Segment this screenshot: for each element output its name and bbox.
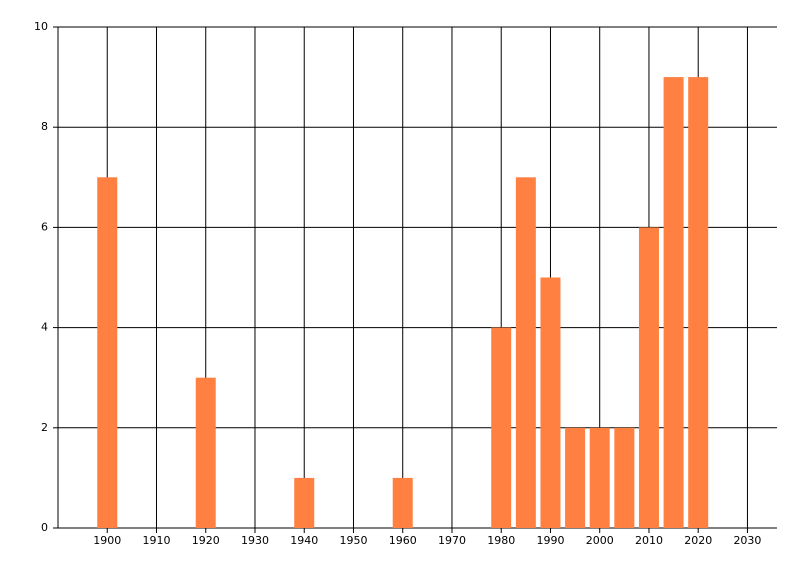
x-tick-label: 1990 [536,534,564,547]
bar [515,177,536,529]
y-tick-label: 2 [41,421,48,434]
y-tick-label: 0 [41,521,48,534]
bar [195,377,216,528]
bar [638,227,659,528]
bar [491,327,512,528]
x-tick-label: 2010 [635,534,663,547]
x-tick-label: 1950 [339,534,367,547]
x-tick-label: 2030 [733,534,761,547]
x-tick-label: 1980 [487,534,515,547]
x-tick-label: 2020 [684,534,712,547]
y-tick-label: 6 [41,220,48,233]
x-tick-label: 1910 [142,534,170,547]
bar [614,427,635,528]
x-tick-label: 1960 [389,534,417,547]
x-tick-label: 2000 [586,534,614,547]
y-tick-label: 10 [34,20,48,33]
y-tick-label: 8 [41,120,48,133]
bar [589,427,610,528]
x-tick-label: 1930 [241,534,269,547]
x-tick-label: 1900 [93,534,121,547]
bar [97,177,118,529]
bar [540,277,561,528]
bar [663,77,684,528]
x-tick-label: 1920 [192,534,220,547]
x-tick-label: 1970 [438,534,466,547]
bar [688,77,709,528]
x-tick-label: 1940 [290,534,318,547]
y-tick-label: 4 [41,321,48,334]
bar [294,477,315,528]
bar [392,477,413,528]
bar [565,427,586,528]
